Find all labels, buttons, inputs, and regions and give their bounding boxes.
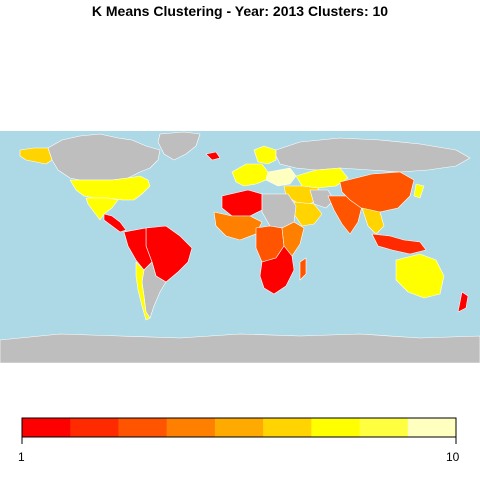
region-canada <box>47 133 161 181</box>
region-madagascar <box>299 257 307 281</box>
map-title: K Means Clustering - Year: 2013 Clusters… <box>91 3 389 19</box>
legend-swatch <box>22 418 71 437</box>
region-alaska <box>19 147 53 165</box>
region-australia <box>395 253 445 299</box>
legend-swatch <box>70 418 119 437</box>
region-new-zealand <box>457 291 469 313</box>
region-chile <box>135 261 151 321</box>
region-se-asia <box>361 207 385 235</box>
legend-swatch <box>359 418 409 437</box>
region-iceland <box>205 151 221 161</box>
legend-swatch <box>263 418 312 437</box>
region-eastern-europe <box>265 167 297 187</box>
legend-swatch <box>311 418 361 437</box>
region-japan <box>413 183 425 199</box>
region-central-america <box>103 213 127 233</box>
region-greenland <box>157 131 201 161</box>
region-russia <box>275 137 471 173</box>
legend-swatch <box>118 418 168 437</box>
region-united-states <box>69 175 151 201</box>
legend-swatch <box>166 418 216 437</box>
legend-max-label: 10 <box>446 450 460 464</box>
legend-swatch <box>407 418 457 437</box>
legend-swatch <box>214 418 264 437</box>
color-legend: 1 10 <box>0 410 480 480</box>
region-china <box>339 171 415 213</box>
region-southern-africa <box>259 245 295 295</box>
legend-bar <box>21 417 457 444</box>
region-nw-africa <box>221 189 263 217</box>
legend-min-label: 1 <box>18 450 25 464</box>
region-iran <box>309 189 335 209</box>
region-antarctica <box>0 333 480 363</box>
region-indonesia <box>371 233 427 255</box>
world-map <box>0 131 480 363</box>
region-nordic <box>253 145 277 165</box>
legend-outline <box>21 417 457 438</box>
